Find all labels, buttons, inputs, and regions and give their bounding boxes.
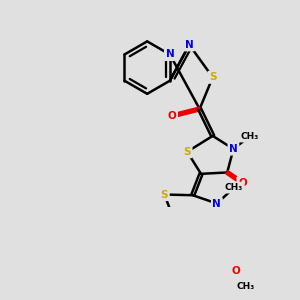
Text: CH₃: CH₃ (240, 132, 258, 141)
Text: N: N (185, 40, 194, 50)
Text: S: S (209, 72, 217, 82)
Text: N: N (229, 144, 238, 154)
Text: S: S (184, 147, 191, 157)
Text: N: N (212, 199, 221, 208)
Text: N: N (166, 50, 174, 59)
Text: O: O (231, 266, 240, 276)
Text: CH₃: CH₃ (225, 183, 243, 192)
Text: O: O (238, 178, 247, 188)
Text: CH₃: CH₃ (237, 282, 255, 291)
Text: O: O (168, 111, 176, 121)
Text: S: S (161, 190, 168, 200)
